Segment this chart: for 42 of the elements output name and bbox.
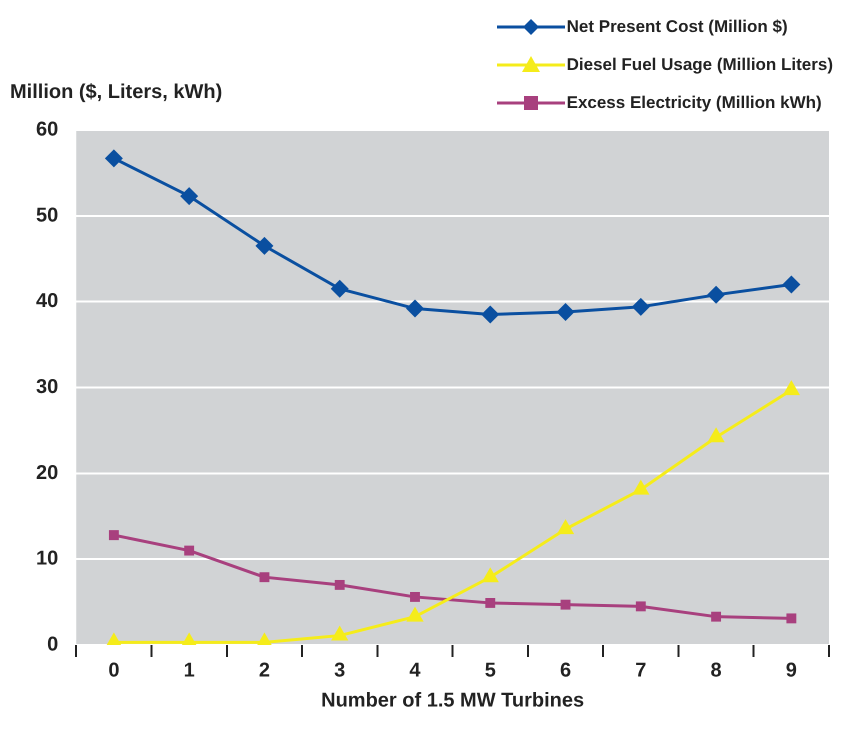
x-axis-title: Number of 1.5 MW Turbines [321, 690, 584, 712]
y-tick-label: 0 [47, 634, 58, 656]
point [406, 300, 424, 318]
point [410, 592, 420, 602]
point [184, 546, 194, 556]
y-tick-label: 10 [36, 548, 58, 570]
point [556, 302, 575, 321]
point [330, 280, 349, 298]
point [255, 236, 274, 255]
y-tick-label: 40 [36, 290, 58, 312]
legend-label: Excess Electricity (Million kWh) [566, 93, 822, 113]
point [485, 598, 496, 608]
point [711, 612, 722, 622]
point [786, 613, 796, 624]
point [632, 298, 650, 316]
y-tick-label: 50 [36, 204, 58, 226]
x-tick-label: 8 [710, 660, 722, 682]
point [259, 572, 270, 582]
x-tick-label: 4 [409, 660, 422, 682]
legend-label: Diesel Fuel Usage (Million Liters) [566, 55, 833, 75]
point [782, 276, 800, 294]
point [560, 600, 570, 610]
x-tick-label: 2 [258, 660, 270, 682]
point [636, 601, 646, 612]
x-tick-label: 6 [560, 660, 572, 682]
legend-label: Net Present Cost (Million $) [566, 17, 788, 37]
y-axis-title: Million ($, Liters, kWh) [10, 81, 222, 104]
x-tick-label: 3 [334, 660, 346, 682]
x-tick-label: 7 [635, 660, 646, 682]
x-tick-label: 1 [184, 660, 195, 682]
x-tick-label: 5 [484, 660, 496, 682]
point [180, 187, 198, 206]
point [334, 580, 345, 590]
point [481, 306, 500, 324]
y-tick-label: 20 [36, 462, 58, 484]
x-tick-label: 0 [108, 660, 120, 682]
y-tick-label: 60 [36, 118, 58, 141]
point [104, 149, 123, 168]
y-tick-label: 30 [36, 376, 58, 398]
x-tick-label: 9 [786, 660, 797, 682]
point [108, 530, 119, 540]
point [707, 286, 726, 304]
